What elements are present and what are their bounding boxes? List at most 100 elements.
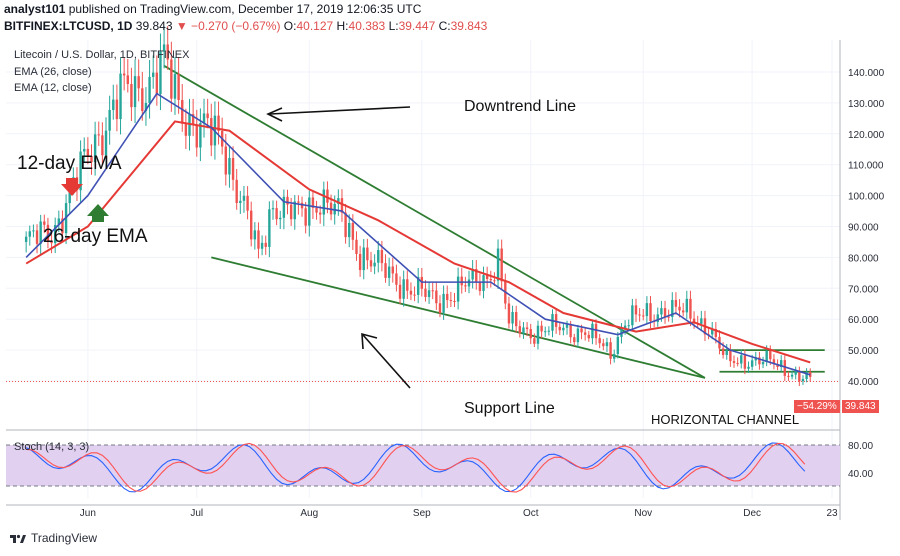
candle-body	[246, 195, 249, 211]
candle-body	[714, 329, 718, 337]
candle-body	[264, 242, 267, 247]
ema12-line	[25, 92, 811, 376]
legend-ema12[interactable]: EMA (12, close)	[14, 82, 92, 94]
candle-body	[260, 242, 264, 249]
candle-body	[613, 353, 616, 359]
candle-body	[493, 280, 496, 282]
candle-body	[148, 76, 151, 103]
candle-body	[24, 236, 28, 242]
candle-body	[115, 99, 119, 120]
ema26-line	[25, 120, 811, 364]
time-tick-label: Sep	[413, 508, 431, 519]
candle-body	[496, 248, 500, 281]
candle-body	[68, 188, 71, 204]
candle-body	[402, 279, 405, 299]
candle-body	[623, 325, 627, 329]
candle-body	[32, 230, 35, 232]
candle-body	[750, 360, 754, 367]
candle-body	[769, 350, 772, 360]
candle-body	[137, 76, 140, 89]
candle-body	[790, 374, 794, 377]
candle-body	[551, 314, 554, 331]
candle-body	[725, 350, 728, 355]
candle-body	[634, 305, 638, 315]
candle-body	[344, 212, 347, 238]
candle-body	[133, 76, 137, 108]
candle-body	[500, 248, 503, 282]
candle-body	[442, 293, 445, 313]
candle-body	[485, 275, 489, 280]
candle-body	[507, 303, 511, 324]
candle-body	[518, 326, 522, 334]
candle-body	[667, 316, 670, 318]
candle-body	[93, 134, 97, 163]
candle-body	[177, 74, 180, 100]
price-tick-label: 140.000	[848, 68, 885, 79]
candle-body	[754, 357, 757, 361]
candle-body	[155, 72, 159, 94]
candle-body	[580, 328, 583, 333]
candle-body	[409, 290, 413, 295]
last-price: 39.843	[135, 19, 173, 33]
candle-body	[656, 314, 659, 322]
candle-body	[108, 110, 111, 131]
candle-body	[202, 113, 206, 123]
stoch-band	[6, 445, 840, 486]
candle-body	[743, 355, 747, 369]
candle-body	[199, 122, 202, 148]
stoch-d-line	[26, 442, 806, 493]
candle-body	[805, 372, 808, 380]
candle-body	[391, 266, 394, 274]
candle-body	[311, 197, 315, 208]
price-tick-label: 110.000	[848, 161, 884, 172]
stoch-k-line	[25, 442, 806, 493]
candle-body	[126, 75, 129, 85]
candle-body	[191, 114, 195, 125]
candle-body	[783, 360, 787, 376]
candle-body	[598, 338, 601, 344]
tradingview-logo-icon[interactable]	[8, 531, 26, 545]
candle-body	[239, 200, 242, 204]
candle-body	[536, 325, 540, 344]
time-tick-label: Aug	[300, 508, 318, 519]
candle-body	[83, 148, 86, 152]
candle-body	[122, 73, 126, 76]
candle-body	[678, 306, 681, 311]
candle-body	[424, 288, 427, 297]
candle-body	[700, 318, 703, 324]
candle-body	[631, 305, 634, 326]
candle-body	[525, 327, 529, 330]
candle-body	[119, 73, 122, 120]
ema12-arrow-icon	[61, 178, 83, 196]
footer-brand[interactable]: TradingView	[31, 531, 98, 545]
candle-body	[515, 312, 518, 327]
candle-body	[206, 113, 209, 119]
downtrend-arrow	[269, 106, 411, 115]
chart-legend-title[interactable]: Litecoin / U.S. Dollar, 1D, BITFINEX	[14, 49, 190, 61]
price-tick-label: 120.000	[848, 130, 885, 141]
candle-body	[529, 329, 532, 339]
time-tick-label: Nov	[634, 508, 652, 519]
legend-ema26[interactable]: EMA (26, close)	[14, 66, 92, 78]
candle-body	[35, 230, 39, 244]
candle-body	[271, 208, 275, 210]
candle-body	[427, 290, 431, 297]
author[interactable]: analyst101	[4, 2, 66, 16]
candle-body	[594, 323, 598, 339]
candle-body	[286, 196, 289, 205]
candle-body	[351, 223, 355, 240]
candle-body	[181, 99, 184, 124]
candle-body	[522, 327, 525, 334]
time-tick-label: 23	[826, 508, 838, 519]
support-arrow	[362, 334, 411, 389]
price-tick-label: 60.000	[848, 315, 879, 326]
candle-body	[453, 301, 456, 303]
candle-body	[398, 284, 402, 299]
candle-body	[649, 303, 652, 321]
candle-body	[729, 350, 732, 362]
downtrend-label: Downtrend Line	[464, 98, 577, 115]
ema-lines	[25, 92, 811, 376]
candle-body	[101, 135, 104, 156]
legend-stoch[interactable]: Stoch (14, 3, 3)	[14, 441, 90, 453]
